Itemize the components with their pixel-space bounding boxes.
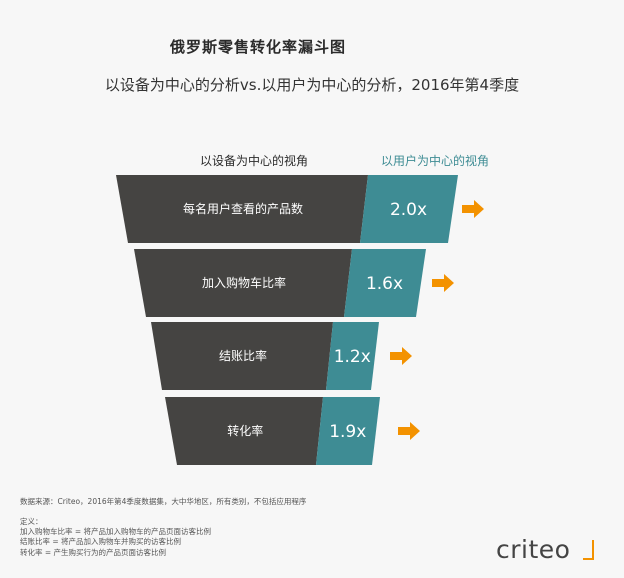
funnel-stage-bar [134,249,352,317]
source-note: 数据来源：Criteo，2016年第4季度数据集，大中华地区，所有类别，不包括应… [20,497,307,506]
chart-subtitle: 以设备为中心的分析vs.以用户为中心的分析，2016年第4季度 [104,76,520,94]
funnel-stage-label: 结账比率 [219,348,267,363]
definition-line: 转化率 = 产生购买行为的产品页面访客比例 [20,547,167,557]
funnel-stage-value: 2.0x [390,200,427,220]
funnel-stage-ratio-bar [326,322,379,390]
right-arrow-icon [390,347,412,365]
right-column-header: 以用户为中心的视角 [381,154,490,168]
definition-line: 结账比率 = 将产品加入购物车并购买的访客比例 [20,537,182,547]
funnel-stage-ratio-bar [360,175,458,243]
funnel-stage-value: 1.9x [329,422,366,442]
definition-title: 定义： [20,517,43,527]
right-arrow-icon [432,274,454,292]
funnel-stage-ratio-bar [344,249,426,317]
definition-line: 加入购物车比率 = 将产品加入购物车的产品页面访客比例 [20,527,212,537]
right-arrow-icon [462,200,484,218]
funnel-stage-bar [165,397,323,465]
left-column-header: 以设备为中心的视角 [200,154,309,168]
funnel-stage-bar [151,322,333,390]
funnel-stage-value: 1.2x [334,347,371,367]
criteo-logo: criteo [496,535,571,564]
logo-mark-icon [583,540,594,560]
funnel-stage-bar [116,175,368,243]
right-arrow-icon [398,422,420,440]
funnel-stage-label: 转化率 [227,423,263,438]
footer: 数据来源：Criteo，2016年第4季度数据集，大中华地区，所有类别，不包括应… [20,497,306,558]
funnel-stage-value: 1.6x [366,274,403,294]
funnel-stage-label: 加入购物车比率 [202,275,286,290]
funnel-stage-ratio-bar [316,397,380,465]
funnel-stage-label: 每名用户查看的产品数 [183,201,303,216]
